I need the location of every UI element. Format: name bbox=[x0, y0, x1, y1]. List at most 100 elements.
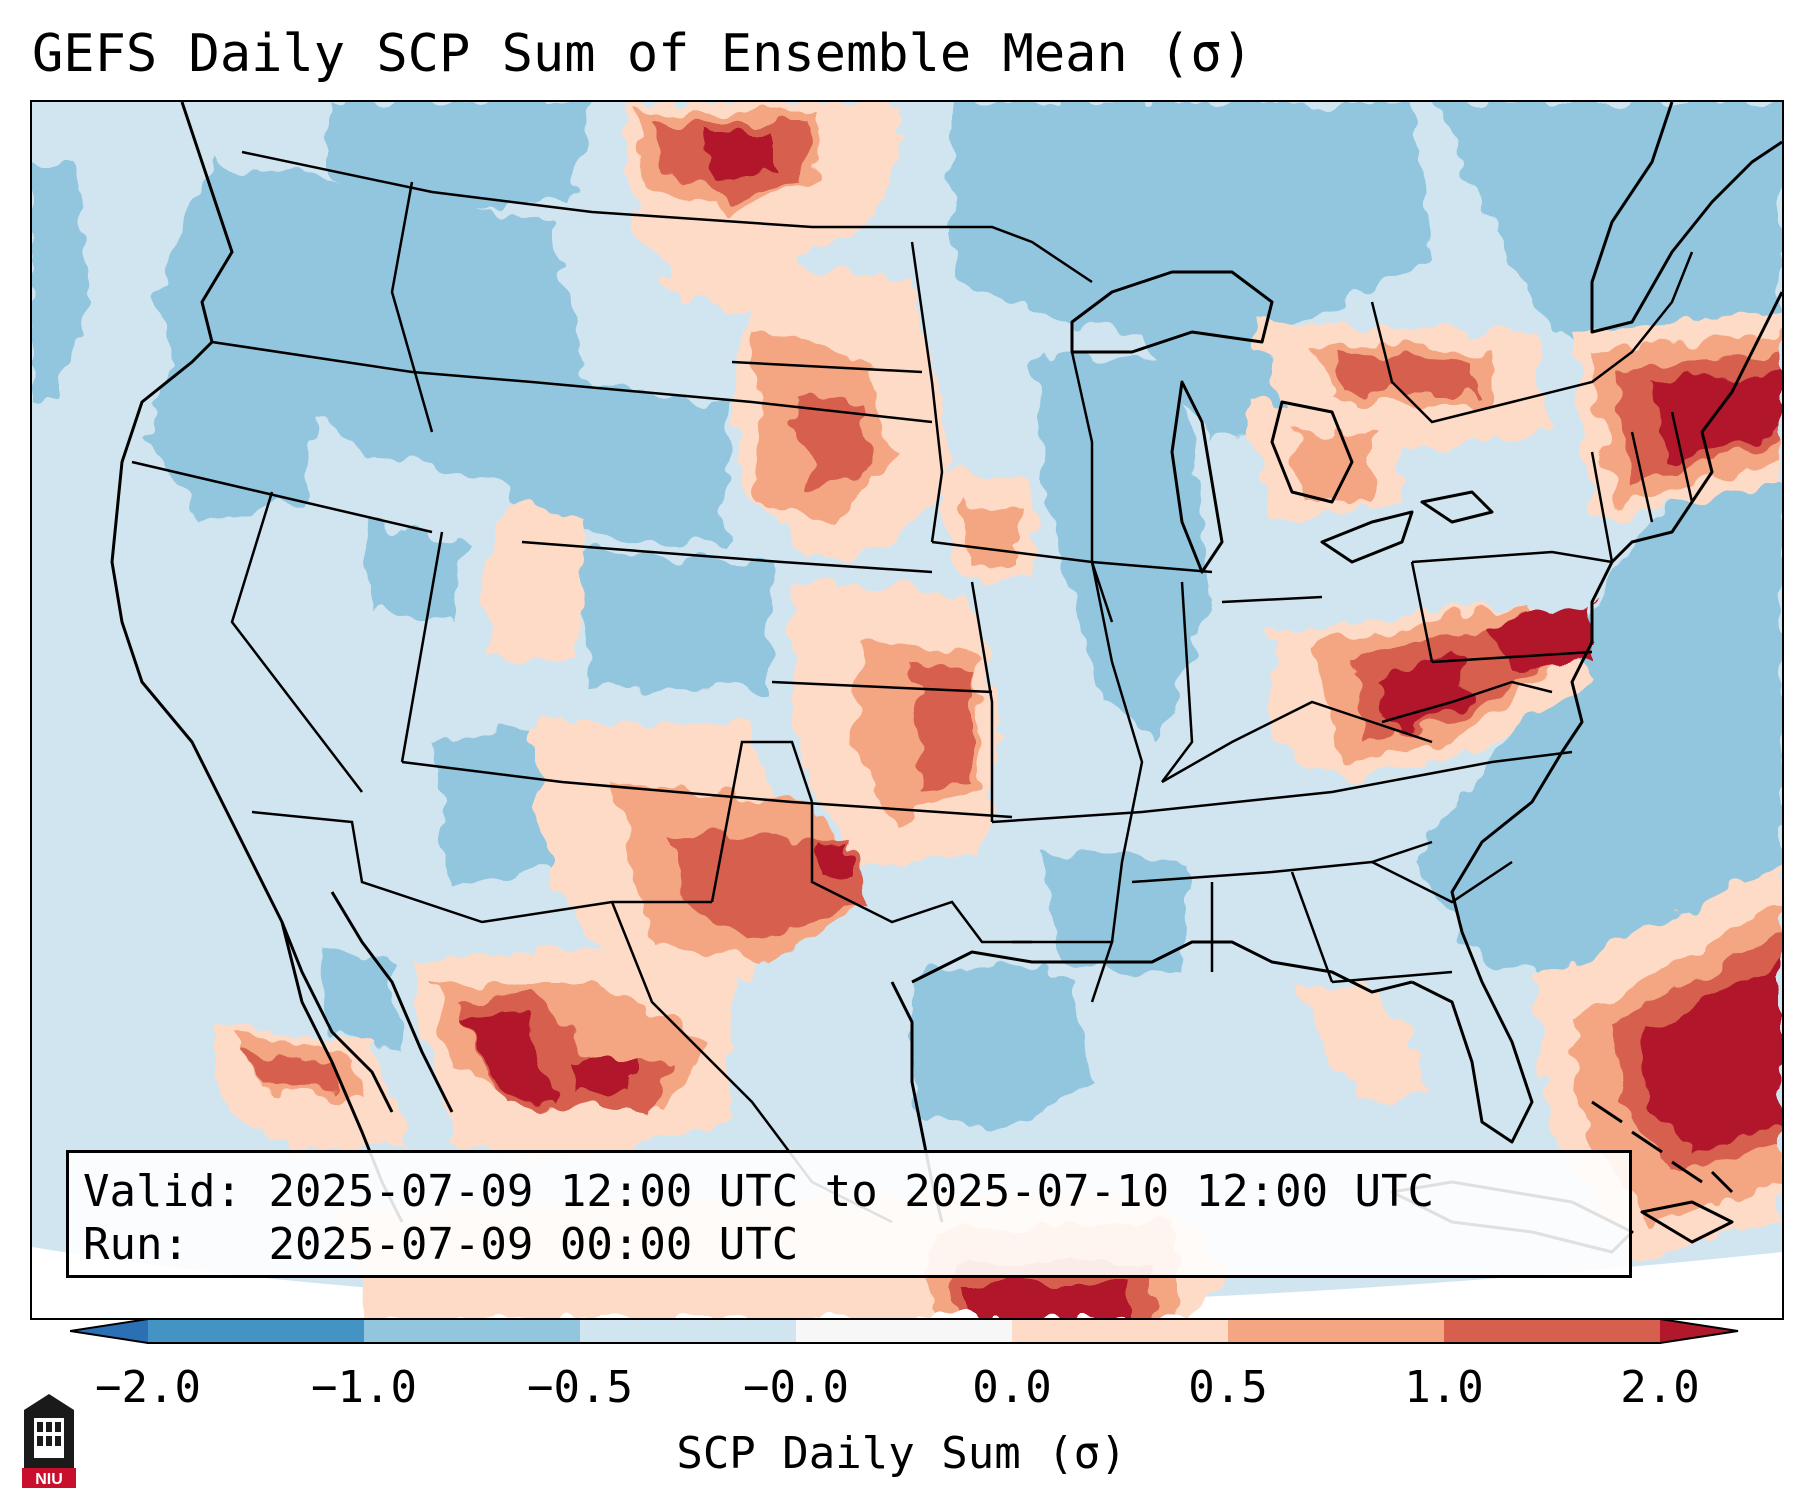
neg-arizona bbox=[432, 722, 562, 892]
neg-wisconsin-illinois bbox=[1032, 352, 1212, 742]
neg-southern-canada bbox=[952, 102, 1432, 352]
wyoming-south bbox=[521, 540, 933, 574]
pos-med-michigan bbox=[1292, 432, 1372, 502]
carolinas bbox=[1371, 860, 1513, 904]
colorbar-tick-label: 0.5 bbox=[1188, 1362, 1268, 1413]
pos-med-iowa bbox=[962, 502, 1022, 567]
michigan-indiana bbox=[1221, 595, 1323, 604]
tennessee-south bbox=[1131, 840, 1433, 884]
colorbar-bin bbox=[364, 1319, 580, 1343]
west-coast bbox=[110, 102, 394, 1113]
nebraska-kansas bbox=[771, 680, 993, 694]
page-title: GEFS Daily SCP Sum of Ensemble Mean (σ) bbox=[32, 24, 1253, 84]
pos-max-caribbean bbox=[962, 1282, 1132, 1318]
colorbar-tick-label: 2.0 bbox=[1620, 1362, 1700, 1413]
montana-south bbox=[411, 370, 933, 424]
dakotas-border bbox=[731, 360, 923, 374]
colorbar-tick-label: 1.0 bbox=[1404, 1362, 1484, 1413]
colorbar-tick-label: −1.0 bbox=[311, 1362, 417, 1413]
colorbar-tick-label: −0.5 bbox=[527, 1362, 633, 1413]
run-value: 2025-07-09 00:00 UTC bbox=[268, 1219, 799, 1270]
wisconsin-minnesota bbox=[1070, 351, 1094, 562]
neg-left-edge bbox=[32, 162, 92, 402]
virginia-border bbox=[1381, 680, 1553, 724]
lake-huron bbox=[1270, 400, 1354, 504]
ohio-pennsylvania bbox=[1410, 561, 1434, 663]
mexico-west-coast bbox=[330, 891, 454, 1113]
us-canada-border-east bbox=[1370, 251, 1694, 424]
pos-light-florida bbox=[1292, 982, 1432, 1102]
oregon-washington bbox=[211, 340, 413, 374]
valid-label: Valid: bbox=[83, 1166, 242, 1217]
map-canvas bbox=[32, 102, 1782, 1318]
run-label: Run: bbox=[83, 1219, 189, 1270]
bahamas bbox=[1591, 1100, 1734, 1194]
wisconsin-illinois bbox=[1091, 560, 1213, 574]
oregon-california bbox=[131, 460, 433, 534]
neg-west-coast bbox=[142, 352, 322, 522]
pos-max-prairies bbox=[702, 132, 772, 177]
colorbar-bin bbox=[796, 1319, 1012, 1343]
illinois-indiana bbox=[1161, 581, 1194, 783]
colorbar-bin bbox=[148, 1319, 364, 1343]
kansas-missouri bbox=[970, 581, 994, 822]
pos-strong-kansas bbox=[912, 662, 972, 792]
pos-max-new-england bbox=[1652, 372, 1782, 462]
pos-strong-ontario bbox=[1332, 352, 1472, 392]
map-panel bbox=[30, 100, 1784, 1320]
pos-max-mexico-2 bbox=[572, 1062, 632, 1092]
tennessee-north bbox=[1141, 750, 1573, 814]
neg-western-atlantic bbox=[1412, 402, 1782, 1002]
colorbar-bin bbox=[580, 1319, 796, 1343]
colorbar-tick-label: 0.0 bbox=[972, 1362, 1052, 1413]
niu-logo: NIU bbox=[22, 1394, 76, 1488]
arizona-mexico bbox=[251, 810, 712, 924]
us-canada-border bbox=[241, 150, 1093, 284]
pos-max-atlantic bbox=[1642, 962, 1782, 1152]
neg-colorado bbox=[572, 552, 772, 692]
oklahoma-texas bbox=[810, 802, 1032, 944]
borders bbox=[131, 150, 1694, 1224]
new-mexico-texas bbox=[710, 740, 814, 903]
colorbar-bin bbox=[1444, 1319, 1660, 1343]
lake-superior bbox=[1070, 270, 1274, 354]
pennsylvania-north bbox=[1411, 550, 1613, 564]
pos-max-texas-panhandle bbox=[812, 842, 852, 882]
mississippi-river bbox=[1090, 561, 1144, 943]
logo-text: NIU bbox=[35, 1471, 63, 1488]
colorbar-tick-label: −2.0 bbox=[95, 1362, 201, 1413]
neg-great-basin bbox=[362, 522, 462, 622]
alabama-georgia bbox=[1290, 871, 1334, 983]
pos-max-mexico bbox=[462, 1012, 552, 1102]
colorbar-tick-label: −0.0 bbox=[743, 1362, 849, 1413]
gulf-coast-north bbox=[911, 940, 1413, 994]
colorbar-bin bbox=[1228, 1319, 1444, 1343]
colorbar-label: SCP Daily Sum (σ) bbox=[676, 1428, 1127, 1479]
valid-value: 2025-07-09 12:00 UTC to 2025-07-10 12:00… bbox=[268, 1166, 1435, 1217]
lake-michigan bbox=[1170, 380, 1224, 574]
neg-western-gulf bbox=[912, 962, 1092, 1132]
pos-max-west-virginia bbox=[1372, 652, 1472, 732]
new-england-borders bbox=[1590, 411, 1694, 563]
colorbar-extend-low bbox=[70, 1319, 148, 1343]
nevada-border bbox=[230, 491, 363, 793]
pos-strong-baja bbox=[242, 1052, 332, 1092]
gulf-of-st-lawrence bbox=[1590, 102, 1782, 334]
idaho-west bbox=[390, 181, 434, 433]
colorbar-bin bbox=[1012, 1319, 1228, 1343]
valid-run-box: Valid: 2025-07-09 12:00 UTC to 2025-07-1… bbox=[66, 1150, 1632, 1278]
colorado-south bbox=[401, 760, 1013, 819]
utah-west bbox=[400, 531, 444, 763]
florida bbox=[1411, 931, 1534, 1144]
colorbar-extend-high bbox=[1660, 1319, 1738, 1343]
mason-dixon bbox=[1431, 650, 1593, 664]
colorbar bbox=[70, 1318, 1739, 1344]
lake-erie bbox=[1320, 510, 1414, 564]
ohio-river bbox=[1161, 700, 1433, 784]
neg-wyoming bbox=[492, 372, 732, 542]
lake-ontario bbox=[1420, 490, 1494, 524]
pos-strong-dakotas bbox=[792, 392, 872, 492]
georgia-florida bbox=[1331, 970, 1453, 984]
hispaniola bbox=[1640, 1200, 1734, 1244]
minnesota-west bbox=[910, 241, 944, 543]
